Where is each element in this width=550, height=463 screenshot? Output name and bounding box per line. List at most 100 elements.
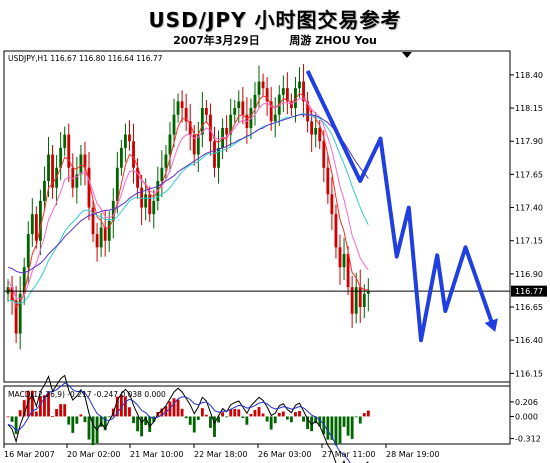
- y-tick-label: 117.65: [515, 170, 543, 179]
- candle-body: [148, 194, 152, 215]
- y-tick-label: 116.15: [515, 369, 543, 378]
- macd-bar: [71, 416, 75, 433]
- chart-title: USD/JPY 小时图交易参考: [148, 8, 402, 32]
- candle-body: [136, 167, 139, 188]
- x-tick-label: 27 Mar 11:00: [322, 450, 375, 459]
- candle-body: [63, 134, 67, 148]
- macd-bar: [59, 404, 63, 417]
- x-tick-label: 20 Mar 02:00: [67, 450, 120, 459]
- candle-body: [217, 147, 220, 168]
- macd-bar: [346, 416, 350, 436]
- candle-body: [99, 227, 103, 248]
- macd-bar: [184, 416, 188, 419]
- macd-bar: [204, 414, 208, 417]
- x-tick-label: 16 Mar 2007: [4, 450, 55, 459]
- candle-body: [204, 108, 208, 115]
- macd-bar: [55, 409, 59, 417]
- candle-body: [314, 127, 318, 135]
- macd-bar: [18, 410, 22, 417]
- candle-body: [233, 108, 237, 115]
- macd-histogram: [6, 390, 370, 446]
- chart-subtitle-row: 2007年3月29日 周游 ZHOU You: [0, 32, 550, 48]
- candle-body: [362, 293, 366, 308]
- candle-body: [298, 81, 301, 89]
- candle-body: [128, 134, 131, 142]
- macd-bar: [192, 416, 196, 433]
- macd-bar: [289, 416, 293, 423]
- candle-body: [322, 141, 326, 168]
- candle-body: [103, 227, 107, 241]
- candle-body: [265, 88, 269, 102]
- candle-body: [225, 127, 229, 135]
- candle-body: [306, 101, 310, 122]
- macd-bar: [79, 414, 83, 417]
- macd-signal-line: [7, 382, 351, 463]
- candle-body: [132, 141, 135, 168]
- macd-bar: [281, 411, 285, 417]
- candle-body: [346, 253, 350, 288]
- macd-bar: [245, 416, 249, 425]
- x-tick-label: 28 Mar 19:00: [386, 450, 439, 459]
- macd-bar: [233, 408, 237, 417]
- x-tick-label: 26 Mar 03:00: [258, 450, 311, 459]
- macd-tick-label: -0.312: [515, 435, 541, 444]
- candle-body: [168, 134, 172, 155]
- candle-body: [261, 81, 265, 89]
- candle-body: [79, 154, 83, 175]
- macd-bar: [221, 412, 225, 417]
- macd-bar: [38, 396, 42, 417]
- macd-bar: [200, 408, 204, 417]
- macd-bar: [294, 412, 297, 417]
- candle-body: [350, 287, 354, 314]
- macd-bar: [132, 416, 135, 424]
- macd-bar: [318, 416, 322, 427]
- candle-body: [47, 154, 50, 182]
- macd-bar: [115, 396, 119, 417]
- moving-average-line: [7, 92, 369, 308]
- candle-body: [342, 253, 346, 268]
- candle-body: [43, 181, 46, 201]
- macd-bar: [213, 416, 216, 437]
- macd-bar: [188, 416, 192, 425]
- macd-bar: [140, 416, 144, 437]
- macd-bar: [334, 416, 338, 446]
- macd-bar: [144, 416, 148, 426]
- macd-info-label: MACD(12,26,9) -0.217 -0.247 0.038 0.000: [8, 390, 166, 399]
- macd-bar: [172, 398, 176, 417]
- macd-bar: [119, 394, 123, 417]
- candle-body: [285, 88, 289, 102]
- candle-body: [184, 108, 188, 122]
- y-tick-label: 116.90: [515, 270, 543, 279]
- macd-bar: [285, 416, 289, 420]
- macd-bar: [176, 399, 180, 417]
- candle-body: [164, 154, 168, 168]
- macd-bar: [253, 409, 257, 417]
- candle-body: [289, 101, 293, 109]
- macd-y-axis: 0.206 0.000 -0.312: [510, 398, 541, 444]
- current-price-label: 116.77: [515, 287, 543, 296]
- macd-bar: [47, 392, 50, 417]
- candle-body: [75, 174, 79, 188]
- macd-bar: [338, 416, 342, 444]
- candle-body: [59, 147, 63, 168]
- macd-bar: [128, 407, 131, 417]
- candle-body: [273, 114, 277, 122]
- macd-bar: [34, 411, 38, 417]
- macd-tick-label: 0.000: [515, 412, 538, 421]
- macd-bar: [99, 416, 103, 427]
- macd-bar: [362, 413, 366, 417]
- candle-body: [30, 214, 34, 235]
- macd-bar: [217, 416, 220, 423]
- candle-body: [160, 167, 164, 182]
- macd-bar: [103, 416, 107, 431]
- macd-bar: [209, 416, 212, 428]
- candle-body: [67, 134, 71, 168]
- macd-bar: [366, 410, 370, 417]
- candle-body: [22, 267, 26, 294]
- macd-bar: [10, 416, 14, 422]
- main-y-axis: 118.40 118.15 117.90 117.65 117.40 117.15 116.…: [510, 71, 543, 378]
- candle-body: [192, 134, 196, 155]
- macd-bar: [225, 416, 229, 418]
